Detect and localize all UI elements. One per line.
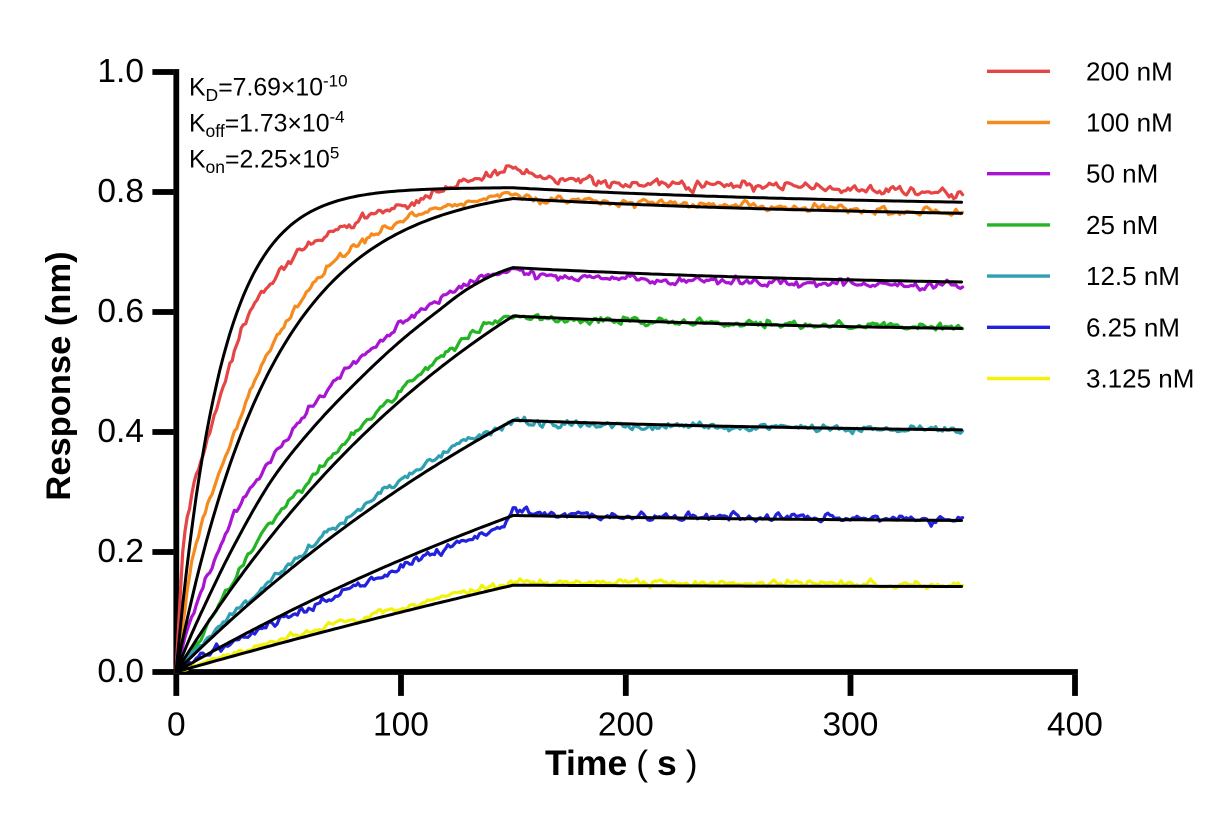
svg-text:Response (nm): Response (nm) bbox=[40, 251, 78, 500]
svg-text:50 nM: 50 nM bbox=[1086, 159, 1158, 189]
svg-text:6.25 nM: 6.25 nM bbox=[1086, 312, 1180, 342]
svg-text:0.6: 0.6 bbox=[97, 293, 144, 330]
svg-text:100: 100 bbox=[373, 707, 429, 744]
svg-text:0.8: 0.8 bbox=[97, 173, 144, 210]
svg-text:1.0: 1.0 bbox=[97, 53, 144, 90]
svg-text:12.5 nM: 12.5 nM bbox=[1086, 261, 1180, 291]
svg-text:0.4: 0.4 bbox=[97, 413, 144, 450]
svg-text:25 nM: 25 nM bbox=[1086, 210, 1158, 240]
svg-text:0.2: 0.2 bbox=[97, 533, 144, 570]
svg-text:3.125 nM: 3.125 nM bbox=[1086, 364, 1194, 394]
svg-text:200 nM: 200 nM bbox=[1086, 56, 1173, 86]
svg-text:300: 300 bbox=[823, 707, 879, 744]
svg-text:200: 200 bbox=[598, 707, 654, 744]
svg-text:0.0: 0.0 bbox=[97, 653, 144, 690]
svg-text:100 nM: 100 nM bbox=[1086, 108, 1173, 138]
svg-text:400: 400 bbox=[1047, 707, 1103, 744]
svg-text:Time(s): Time(s) bbox=[545, 743, 698, 783]
svg-text:0: 0 bbox=[167, 707, 186, 744]
